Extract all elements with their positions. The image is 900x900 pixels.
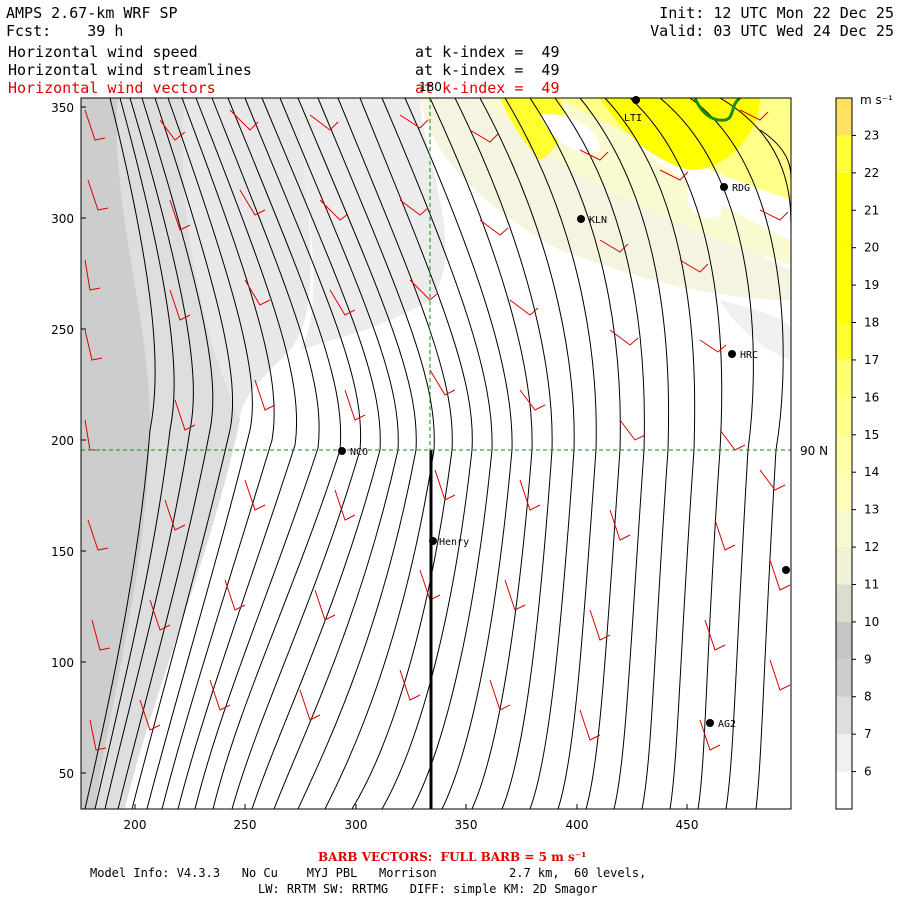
colorbar-segment bbox=[836, 659, 852, 697]
colorbar-segment bbox=[836, 247, 852, 286]
colorbar-segment bbox=[836, 322, 852, 360]
colorbar-segment bbox=[836, 397, 852, 435]
forecast-hour: Fcst: 39 h bbox=[6, 22, 124, 40]
station-marker bbox=[577, 215, 585, 223]
x-tick-label: 300 bbox=[345, 818, 368, 832]
x-tick-label: 250 bbox=[234, 818, 257, 832]
y-tick-label: 50 bbox=[59, 767, 74, 781]
colorbar-segment bbox=[836, 434, 852, 473]
colorbar-frame bbox=[835, 97, 853, 810]
colorbar-level-label: 19 bbox=[864, 278, 879, 292]
x-tick-label: 450 bbox=[676, 818, 699, 832]
y-tick-label: 100 bbox=[51, 656, 74, 670]
colorbar-segment bbox=[836, 734, 852, 772]
colorbar-level-label: 6 bbox=[864, 765, 872, 779]
colorbar-level-label: 9 bbox=[864, 652, 872, 666]
station-label: NCO bbox=[350, 447, 368, 458]
colorbar-level-label: 8 bbox=[864, 690, 872, 704]
colorbar-segment bbox=[836, 696, 852, 735]
init-time: Init: 12 UTC Mon 22 Dec 25 bbox=[659, 4, 894, 22]
station-label: HRC bbox=[740, 350, 758, 361]
station-marker bbox=[706, 719, 714, 727]
station-marker bbox=[632, 96, 640, 104]
station-marker bbox=[728, 350, 736, 358]
station-marker bbox=[429, 537, 437, 545]
colorbar-level-label: 11 bbox=[864, 577, 879, 591]
colorbar-level-label: 20 bbox=[864, 241, 879, 255]
model-title: AMPS 2.67-km WRF SP bbox=[6, 4, 178, 22]
colorbar: 6 7 8 9 10 11 12 13 14 15 16 17 18 19 20 21 22 23 bbox=[835, 97, 879, 810]
station-marker bbox=[720, 183, 728, 191]
colorbar-level-label: 14 bbox=[864, 465, 879, 479]
field-name-wind-vectors: Horizontal wind vectors bbox=[8, 79, 216, 97]
station-marker bbox=[338, 447, 346, 455]
colorbar-level-label: 7 bbox=[864, 727, 872, 741]
colorbar-segment bbox=[836, 210, 852, 248]
colorbar-segment bbox=[836, 621, 852, 660]
colorbar-segment bbox=[836, 172, 852, 211]
colorbar-level-label: 23 bbox=[864, 128, 879, 142]
x-axis: 200 250 300 350 400 450 bbox=[124, 818, 699, 832]
y-tick-label: 200 bbox=[51, 434, 74, 448]
x-tick-label: 400 bbox=[566, 818, 589, 832]
colorbar-level-label: 16 bbox=[864, 390, 879, 404]
y-axis: 350 300 250 200 150 100 50 bbox=[51, 101, 74, 781]
field-name-wind-speed: Horizontal wind speed bbox=[8, 43, 198, 61]
colorbar-level-label: 10 bbox=[864, 615, 879, 629]
parallel-label: 90 N bbox=[800, 444, 828, 458]
colorbar-segment bbox=[836, 98, 852, 136]
wind-speed-shading bbox=[81, 98, 791, 809]
plot-frame bbox=[80, 97, 792, 810]
y-tick-label: 250 bbox=[51, 323, 74, 337]
colorbar-segment bbox=[836, 135, 852, 173]
valid-time: Valid: 03 UTC Wed 24 Dec 25 bbox=[650, 22, 894, 40]
y-tick-label: 350 bbox=[51, 101, 74, 115]
colorbar-segment bbox=[836, 584, 852, 622]
barb-note: BARB VECTORS: FULL BARB = 5 m s⁻¹ bbox=[318, 850, 587, 864]
tick-marks bbox=[81, 106, 688, 809]
colorbar-segment bbox=[836, 285, 852, 323]
station-label: AG2 bbox=[718, 719, 736, 730]
field-level-streamlines: at k-index = 49 bbox=[415, 61, 560, 79]
wind-barbs bbox=[84, 109, 791, 751]
colorbar-segment bbox=[836, 509, 852, 548]
station-label: KLN bbox=[589, 215, 607, 226]
model-info-line1: Model Info: V4.3.3 No Cu MYJ PBL Morriso… bbox=[90, 866, 647, 880]
colorbar-segment bbox=[836, 472, 852, 510]
field-name-streamlines: Horizontal wind streamlines bbox=[8, 61, 252, 79]
colorbar-level-label: 12 bbox=[864, 540, 879, 554]
x-tick-label: 350 bbox=[455, 818, 478, 832]
y-tick-label: 150 bbox=[51, 545, 74, 559]
colorbar-level-label: 21 bbox=[864, 203, 879, 217]
colorbar-level-label: 18 bbox=[864, 316, 879, 330]
colorbar-level-label: 15 bbox=[864, 428, 879, 442]
colorbar-unit: m s⁻¹ bbox=[860, 93, 893, 107]
x-tick-label: 200 bbox=[124, 818, 147, 832]
colorbar-level-label: 22 bbox=[864, 166, 879, 180]
colorbar-segment bbox=[836, 771, 852, 809]
station-label: RDG bbox=[732, 183, 750, 194]
colorbar-level-label: 17 bbox=[864, 353, 879, 367]
station-marker bbox=[782, 566, 790, 574]
station-label: LTI bbox=[624, 113, 642, 124]
meridian-label: 180 bbox=[419, 80, 442, 94]
colorbar-segment bbox=[836, 359, 852, 398]
field-level-wind-vectors: at k-index = 49 bbox=[415, 79, 560, 97]
station-label: Henry bbox=[439, 537, 469, 548]
stations: LTI RDG KLN HRC NCO Henry AG2 bbox=[338, 96, 790, 730]
model-info-line2: LW: RRTM SW: RRTMG DIFF: simple KM: 2D S… bbox=[258, 882, 598, 896]
streamlines bbox=[84, 98, 791, 809]
colorbar-level-label: 13 bbox=[864, 503, 879, 517]
coastline bbox=[693, 98, 741, 122]
y-tick-label: 300 bbox=[51, 212, 74, 226]
colorbar-segment bbox=[836, 547, 852, 585]
field-level-wind-speed: at k-index = 49 bbox=[415, 43, 560, 61]
